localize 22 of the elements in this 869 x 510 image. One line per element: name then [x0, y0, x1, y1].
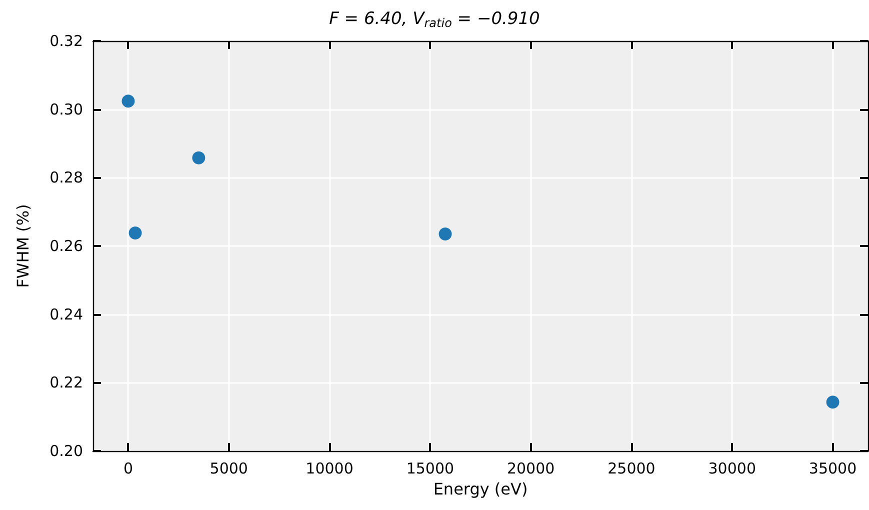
y-tick-label: 0.30 — [50, 100, 83, 118]
x-tick-label: 20000 — [506, 460, 555, 478]
point — [192, 151, 206, 164]
point — [826, 396, 840, 409]
y-tick-label: 0.26 — [50, 237, 83, 255]
x-tick-label: 0 — [123, 460, 133, 478]
x-tick-label: 35000 — [808, 460, 857, 478]
x-axis-title: Energy (eV) — [433, 480, 528, 498]
x-tick-label: 10000 — [306, 460, 354, 478]
point — [438, 228, 452, 241]
x-tick-label: 5000 — [210, 460, 248, 478]
x-tick-label: 25000 — [608, 460, 656, 478]
y-tick-label: 0.24 — [50, 305, 83, 324]
y-tick-label: 0.22 — [50, 374, 83, 392]
y-tick-label: 0.20 — [50, 442, 83, 460]
x-tick-label: 15000 — [406, 460, 454, 478]
point — [122, 94, 135, 108]
x-tick-label: 30000 — [708, 460, 756, 478]
point — [128, 226, 142, 240]
y-tick-label: 0.28 — [50, 168, 83, 187]
y-tick-label: 0.32 — [50, 32, 83, 50]
y-axis-title: FWHM (%) — [14, 204, 32, 288]
